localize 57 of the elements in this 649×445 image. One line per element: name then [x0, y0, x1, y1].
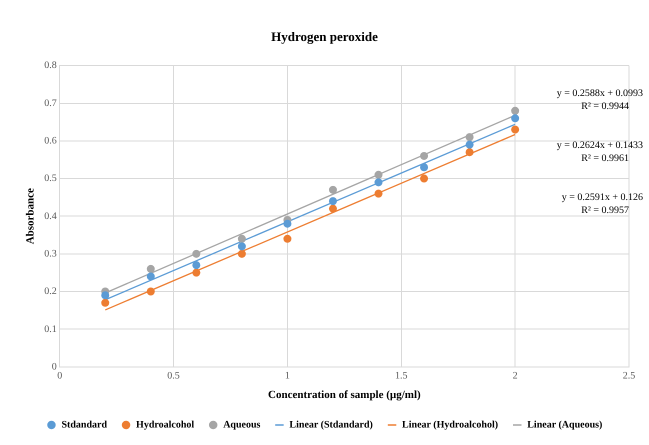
- point: [374, 170, 383, 179]
- point: [192, 250, 200, 258]
- point: [328, 197, 337, 206]
- legend-label: Linear (Stdandard): [289, 420, 373, 431]
- point: [238, 242, 246, 250]
- annotation: R² = 0.9944: [581, 101, 629, 112]
- chart-title: Hydrogen peroxide: [271, 29, 378, 44]
- point: [146, 272, 155, 280]
- point: [238, 250, 246, 258]
- point: [511, 114, 520, 122]
- annotation: y = 0.2591x + 0.126: [562, 192, 643, 204]
- legend-label: Linear (Hydroalcohol): [402, 420, 498, 431]
- point: [238, 234, 246, 243]
- point: [511, 126, 520, 134]
- point: [101, 291, 110, 300]
- y-tick-label: 0.5: [44, 173, 57, 184]
- point: [374, 178, 383, 186]
- point: [192, 261, 200, 270]
- legend-label: Stdandard: [61, 420, 108, 431]
- point: [146, 264, 155, 273]
- y-tick-label: 0.2: [44, 286, 57, 298]
- y-tick-label: 0.3: [44, 248, 57, 260]
- y-tick-label: 0.8: [44, 60, 57, 72]
- point: [466, 148, 474, 156]
- legend-label: Hydroalcohol: [136, 420, 194, 431]
- y-tick-label: 0.6: [44, 136, 57, 147]
- point: [420, 174, 428, 183]
- point: [466, 133, 474, 142]
- x-axis-title: Concentration of sample (µg/ml): [268, 389, 422, 402]
- y-tick-label: 0: [52, 361, 57, 372]
- point: [374, 190, 383, 198]
- point: [283, 234, 292, 243]
- point: [192, 268, 200, 277]
- x-tick-label: 1: [284, 370, 290, 382]
- legend-label: Aqueous: [223, 420, 261, 431]
- point: [328, 204, 337, 213]
- annotation: y = 0.2624x + 0.1433: [556, 140, 643, 152]
- point: [420, 152, 428, 160]
- y-tick-label: 0.4: [44, 210, 57, 222]
- annotation: R² = 0.9961: [581, 153, 629, 164]
- x-tick-label: 1.5: [395, 370, 408, 382]
- point: [146, 288, 155, 296]
- annotation: y = 0.2588x + 0.0993: [556, 88, 643, 100]
- legend-label: Linear (Aqueous): [527, 420, 602, 431]
- annotation: R² = 0.9957: [581, 205, 629, 216]
- point: [420, 163, 428, 172]
- point: [283, 220, 292, 228]
- point: [511, 106, 520, 115]
- x-tick-label: 0.5: [167, 370, 180, 382]
- y-tick-label: 0.1: [44, 324, 57, 335]
- point: [466, 140, 474, 149]
- x-tick-label: 2.5: [622, 370, 636, 382]
- y-tick-label: 0.7: [44, 98, 57, 109]
- point: [328, 186, 337, 194]
- point: [101, 298, 110, 307]
- y-axis-title: Absorbance: [24, 188, 36, 244]
- x-tick-label: 2: [512, 370, 518, 382]
